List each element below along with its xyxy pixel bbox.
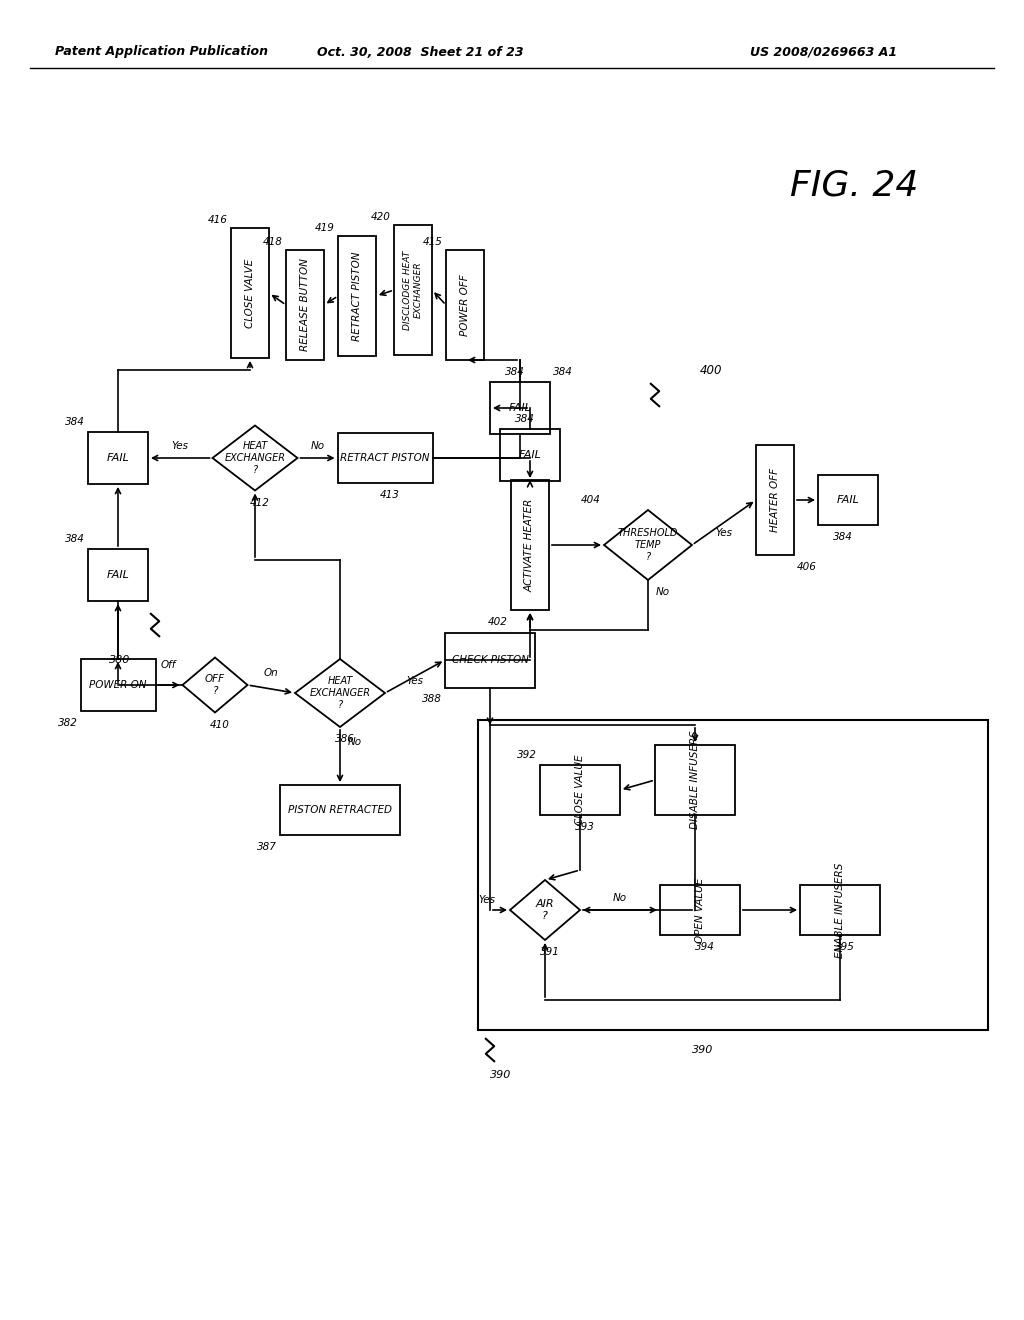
Text: PISTON RETRACTED: PISTON RETRACTED bbox=[288, 805, 392, 814]
Text: DISCLODGE HEAT
EXCHANGER: DISCLODGE HEAT EXCHANGER bbox=[403, 251, 423, 330]
Text: 415: 415 bbox=[423, 238, 443, 247]
Text: 400: 400 bbox=[700, 363, 723, 376]
Text: OPEN VALUE: OPEN VALUE bbox=[695, 878, 705, 942]
Text: 390: 390 bbox=[692, 1045, 714, 1055]
Text: 384: 384 bbox=[515, 414, 535, 424]
Text: THRESHOLD
TEMP
?: THRESHOLD TEMP ? bbox=[617, 528, 678, 561]
Text: FAIL: FAIL bbox=[837, 495, 859, 506]
Text: AIR
?: AIR ? bbox=[536, 899, 554, 921]
Text: FAIL: FAIL bbox=[106, 570, 129, 579]
Text: 391: 391 bbox=[540, 946, 560, 957]
Text: Yes: Yes bbox=[716, 528, 732, 539]
Bar bbox=[88, 549, 148, 601]
Text: RELEASE BUTTON: RELEASE BUTTON bbox=[300, 259, 310, 351]
Text: 406: 406 bbox=[797, 562, 817, 572]
Text: 384: 384 bbox=[505, 367, 525, 378]
Text: DISABLE INFUSERS: DISABLE INFUSERS bbox=[690, 731, 700, 829]
Text: 387: 387 bbox=[257, 842, 278, 851]
Text: 412: 412 bbox=[250, 498, 270, 507]
Bar bbox=[800, 884, 880, 935]
Text: 386: 386 bbox=[335, 734, 355, 744]
Text: No: No bbox=[656, 587, 670, 597]
Text: CHECK PISTON: CHECK PISTON bbox=[452, 655, 528, 665]
Text: 413: 413 bbox=[380, 490, 400, 500]
Text: POWER ON: POWER ON bbox=[89, 680, 146, 690]
Bar bbox=[500, 429, 560, 480]
Text: OFF
?: OFF ? bbox=[205, 675, 225, 696]
Text: HEAT
EXCHANGER
?: HEAT EXCHANGER ? bbox=[309, 676, 371, 710]
Text: 404: 404 bbox=[582, 495, 601, 506]
Text: No: No bbox=[613, 894, 627, 903]
Text: 402: 402 bbox=[488, 616, 508, 627]
Text: 418: 418 bbox=[263, 238, 283, 247]
Bar bbox=[338, 433, 432, 483]
Text: FAIL: FAIL bbox=[518, 450, 542, 459]
Bar bbox=[818, 475, 878, 525]
Text: 416: 416 bbox=[208, 215, 228, 224]
Bar bbox=[231, 228, 269, 358]
Text: FAIL: FAIL bbox=[106, 453, 129, 463]
Bar bbox=[756, 445, 794, 554]
Text: No: No bbox=[310, 441, 325, 451]
Text: 410: 410 bbox=[210, 719, 229, 730]
Bar bbox=[446, 249, 484, 360]
Text: ACTIVATE HEATER: ACTIVATE HEATER bbox=[525, 499, 535, 591]
Bar bbox=[286, 249, 324, 360]
Bar bbox=[338, 236, 376, 356]
Text: 420: 420 bbox=[371, 213, 391, 222]
Text: 384: 384 bbox=[834, 532, 853, 543]
Text: US 2008/0269663 A1: US 2008/0269663 A1 bbox=[750, 45, 897, 58]
Text: HEAT
EXCHANGER
?: HEAT EXCHANGER ? bbox=[224, 441, 286, 475]
Bar bbox=[394, 224, 432, 355]
Bar bbox=[490, 381, 550, 434]
Text: Off: Off bbox=[161, 660, 176, 671]
Text: Oct. 30, 2008  Sheet 21 of 23: Oct. 30, 2008 Sheet 21 of 23 bbox=[316, 45, 523, 58]
Text: Patent Application Publication: Patent Application Publication bbox=[55, 45, 268, 58]
Text: 384: 384 bbox=[553, 367, 572, 378]
Text: 393: 393 bbox=[575, 822, 595, 832]
Bar bbox=[511, 480, 549, 610]
Bar bbox=[445, 632, 535, 688]
Text: RETRACT PISTON: RETRACT PISTON bbox=[352, 251, 362, 341]
Text: FIG. 24: FIG. 24 bbox=[790, 168, 919, 202]
Text: No: No bbox=[348, 737, 362, 747]
Bar bbox=[660, 884, 740, 935]
Text: On: On bbox=[264, 668, 279, 678]
Text: ENABLE INFUSERS: ENABLE INFUSERS bbox=[835, 862, 845, 958]
Text: CLOSE VALVE: CLOSE VALVE bbox=[245, 259, 255, 327]
Text: 380: 380 bbox=[109, 655, 130, 665]
Text: FAIL: FAIL bbox=[509, 403, 531, 413]
Text: Yes: Yes bbox=[172, 441, 188, 451]
Text: POWER OFF: POWER OFF bbox=[460, 275, 470, 335]
Text: RETRACT PISTON: RETRACT PISTON bbox=[340, 453, 430, 463]
Bar bbox=[540, 766, 620, 814]
Text: 388: 388 bbox=[422, 694, 442, 705]
Text: Yes: Yes bbox=[478, 895, 495, 906]
Text: 390: 390 bbox=[490, 1071, 511, 1080]
Text: 382: 382 bbox=[57, 718, 78, 729]
Text: 384: 384 bbox=[66, 535, 85, 544]
Text: 392: 392 bbox=[517, 750, 537, 760]
Text: 384: 384 bbox=[66, 417, 85, 426]
Bar bbox=[655, 744, 735, 814]
Bar bbox=[280, 785, 400, 836]
Bar bbox=[88, 432, 148, 484]
Bar bbox=[81, 659, 156, 711]
Text: 395: 395 bbox=[835, 942, 855, 952]
Text: CLOSE VALUE: CLOSE VALUE bbox=[575, 755, 585, 825]
Bar bbox=[478, 719, 988, 1030]
Text: HEATER OFF: HEATER OFF bbox=[770, 467, 780, 532]
Text: 394: 394 bbox=[695, 942, 715, 952]
Text: 419: 419 bbox=[315, 223, 335, 234]
Text: Yes: Yes bbox=[407, 676, 424, 686]
